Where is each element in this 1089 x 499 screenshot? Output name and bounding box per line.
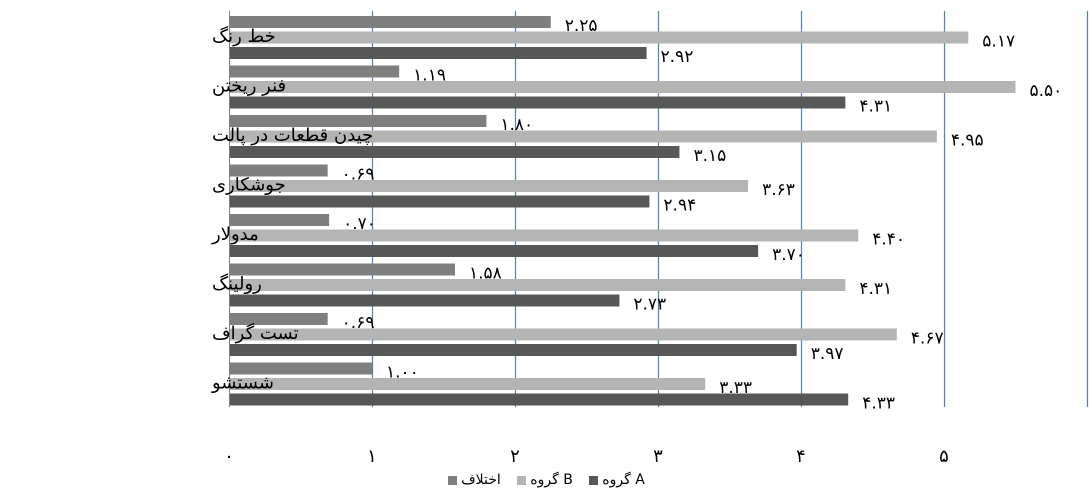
data-label: ۴.۳۱ [859,97,892,117]
data-label: ۲.۹۲ [661,47,694,67]
data-label: ۲.۷۳ [633,295,666,315]
bar [230,328,897,341]
data-label: ۱.۰۰ [386,363,419,383]
bar [230,115,487,127]
legend-swatch [517,475,527,485]
data-labels: ۲.۲۵ ۵.۱۷ ۲.۹۲ ۱.۱۹ ۵.۵۰ ۴.۳۱ ۱.۸۰ ۴.۹۵ ۳.۱۵ ۰.۶۹… [342,16,1063,414]
data-label: ۲.۹۴ [663,196,696,216]
category-label: شستشو [211,372,274,393]
bar [230,279,846,291]
bars [230,16,1016,406]
data-label: ۴.۴۰ [872,230,905,250]
legend-label: اختلاف [461,472,501,488]
bar [230,146,680,158]
bar [230,180,749,192]
bar [230,16,551,28]
data-label: ۴.۳۱ [859,279,892,299]
x-tick-label: ۳ [653,446,663,467]
data-label: ۳.۹۷ [811,344,844,364]
bar [230,96,846,109]
bar [230,214,330,226]
bar [230,344,797,356]
bar [230,313,328,325]
category-label: خط رنگ [212,25,276,47]
x-tick-label: ۴ [796,446,806,467]
data-label: ۵.۱۷ [982,32,1015,52]
legend-item: اختلاف [444,472,501,488]
bar [230,263,455,276]
data-label: ۳.۱۵ [693,146,726,166]
data-label: ۴.۹۵ [951,131,984,151]
x-tick-label: ۱ [367,446,377,467]
legend-label: گروه B [530,472,573,488]
data-label: ۲.۲۵ [565,16,598,36]
bar [230,31,969,44]
bar [230,130,937,143]
gridlines [371,11,1089,407]
legend-label: گروه A [602,472,645,488]
data-label: ۴.۶۷ [911,329,944,349]
data-label: ۰.۷۰ [343,214,376,234]
bar [230,65,400,78]
bar [230,229,859,242]
category-labels: خط رنگ فنر ریختن چیدن قطعات در پالت جوشکاری… [211,25,373,394]
category-label: جوشکاری [212,174,286,195]
legend-item: گروه B [513,472,573,488]
category-label: تست گراف [212,322,299,344]
category-label: فنر ریختن [212,75,286,96]
data-label: ۳.۶۳ [762,180,795,200]
category-label: چیدن قطعات در پالت [212,125,373,146]
x-tick-labels: ۰۱۲۳۴۵۶ [224,446,1089,467]
legend-item: گروه A [585,472,645,488]
category-label: مدولار [211,224,259,245]
bar [230,294,620,307]
x-tick-label: ۵ [939,446,949,467]
legend: اختلاف گروه B گروه A [0,472,1089,489]
data-label: ۵.۵۰ [1030,81,1063,101]
data-label: ۰.۶۹ [342,165,375,185]
bar [230,393,849,406]
x-tick-label: ۰ [224,446,234,467]
x-tick-label: ۲ [510,446,520,467]
data-label: ۱.۸۰ [500,115,533,135]
bar [230,164,328,177]
data-label: ۳.۳۳ [719,378,752,398]
bar [230,378,706,390]
data-label: ۴.۳۳ [862,394,895,414]
data-label: ۳.۷۰ [772,245,805,265]
bar [230,245,759,257]
legend-swatch [448,475,458,485]
category-label: رولینگ [212,272,262,294]
data-label: ۱.۱۹ [413,66,446,86]
legend-swatch [589,475,599,485]
bar [230,81,1016,93]
data-label: ۰.۶۹ [342,313,375,333]
bar [230,362,372,375]
bar [230,195,650,208]
bar [230,47,647,59]
data-label: ۱.۵۸ [469,264,502,284]
